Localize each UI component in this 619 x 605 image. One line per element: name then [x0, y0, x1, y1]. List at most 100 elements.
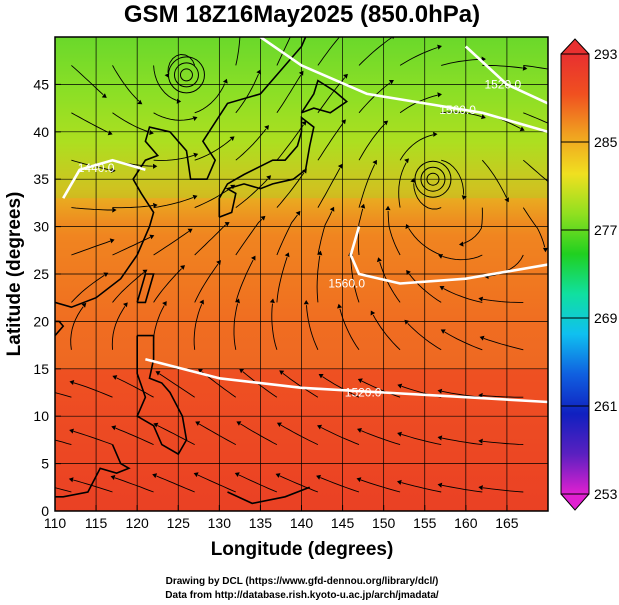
streamline: [194, 263, 219, 303]
streamline: [112, 65, 140, 102]
streamline: [240, 423, 278, 446]
contour-label: 1560.0: [328, 276, 365, 290]
streamline: [401, 433, 442, 446]
streamline-arrowhead: [337, 303, 343, 309]
streamline-arrowhead: [341, 119, 346, 125]
contour-line: [259, 37, 548, 134]
streamline: [276, 37, 291, 66]
circulation-ring: [167, 56, 205, 94]
streamline-arrowhead: [251, 255, 256, 261]
streamline: [73, 382, 113, 398]
streamline-arrowhead: [112, 375, 118, 380]
y-tick-label: 25: [33, 266, 49, 282]
streamline-arrowhead: [439, 285, 445, 291]
streamline-arrowhead: [69, 428, 74, 434]
streamline: [358, 123, 386, 161]
streamline: [71, 274, 105, 303]
streamline: [441, 484, 483, 493]
streamline-arrowhead: [437, 388, 443, 394]
streamline-arrowhead: [397, 431, 402, 437]
streamline: [194, 224, 227, 256]
streamline: [407, 323, 442, 351]
streamline: [153, 197, 194, 209]
colorbar-tick-label: 253: [594, 486, 618, 502]
streamline-arrowhead: [123, 302, 128, 308]
contour-line: [145, 358, 548, 404]
streamline-arrowhead: [137, 99, 143, 105]
streamline: [116, 377, 154, 398]
streamline: [481, 159, 507, 198]
colorbar-tick-label: 277: [594, 222, 618, 238]
x-tick-label: 140: [290, 515, 314, 531]
contour-labels: 1440.0 1560.0 1560.0 1520.0 1520.0: [78, 77, 522, 399]
streamline: [401, 482, 442, 493]
streamline: [271, 303, 278, 350]
circulation-centers: [167, 56, 452, 198]
streamline: [235, 178, 269, 208]
height-contours: [62, 37, 548, 404]
streamline: [282, 373, 319, 398]
streamline: [358, 164, 376, 208]
streamline: [320, 427, 360, 446]
streamline-arrowhead: [478, 296, 484, 302]
streamline: [159, 373, 195, 398]
streamline-arrowhead: [27, 479, 32, 484]
streamline: [413, 183, 442, 210]
streamline-arrowhead: [195, 421, 201, 426]
streamline: [114, 477, 154, 493]
y-tick-label: 45: [33, 76, 49, 92]
streamline-arrowhead: [480, 114, 486, 120]
streamline-arrowhead: [404, 158, 410, 164]
streamline: [408, 228, 442, 256]
contour-label: 1520.0: [484, 77, 521, 91]
streamline-arrowhead: [329, 206, 335, 212]
streamline: [235, 37, 241, 66]
streamline-arrowhead: [404, 319, 410, 325]
streamline: [73, 430, 113, 446]
streamline-arrowhead: [111, 167, 116, 173]
streamline-arrowhead: [437, 92, 442, 98]
streamline-arrowhead: [187, 228, 193, 234]
streamline: [316, 255, 321, 303]
streamline: [441, 159, 465, 195]
streamline: [70, 306, 84, 350]
streamline: [157, 425, 195, 446]
streamline: [276, 124, 304, 161]
credit-line-1: Drawing by DCL (https://www.gfd-dennou.o…: [166, 576, 439, 587]
streamline-arrowhead: [109, 238, 115, 244]
streamline: [398, 162, 407, 208]
streamline: [280, 424, 319, 446]
streamline: [522, 207, 546, 248]
streamline-arrowhead: [112, 207, 117, 213]
streamline-arrowhead: [256, 69, 262, 75]
streamline-arrowhead: [357, 428, 362, 433]
streamline-arrowhead: [360, 203, 366, 209]
streamline-arrowhead: [275, 473, 281, 478]
streamline: [482, 64, 523, 69]
y-tick-label: 15: [33, 361, 49, 377]
streamline: [444, 331, 483, 351]
streamline: [523, 64, 548, 70]
streamline-arrowhead: [107, 130, 113, 136]
streamline-arrowhead: [295, 210, 301, 216]
contour-line: [62, 158, 146, 199]
streamline-arrowhead: [149, 234, 155, 240]
streamline-arrowhead: [269, 298, 275, 304]
streamline-arrowhead: [343, 73, 348, 79]
streamline: [73, 479, 113, 493]
streamline-arrowhead: [433, 131, 438, 137]
streamline-arrowhead: [222, 78, 228, 84]
streamline: [153, 268, 182, 303]
streamline: [156, 475, 195, 493]
streamline: [238, 474, 278, 493]
streamline-arrowhead: [197, 368, 203, 374]
streamline-arrowhead: [27, 385, 32, 390]
streamline-arrowhead: [180, 265, 186, 270]
streamline: [317, 211, 333, 256]
x-tick-label: 165: [495, 515, 519, 531]
streamline: [317, 167, 341, 208]
streamline: [55, 487, 72, 493]
streamline: [235, 218, 263, 256]
streamline-arrowhead: [199, 299, 204, 305]
streamline: [55, 392, 72, 398]
